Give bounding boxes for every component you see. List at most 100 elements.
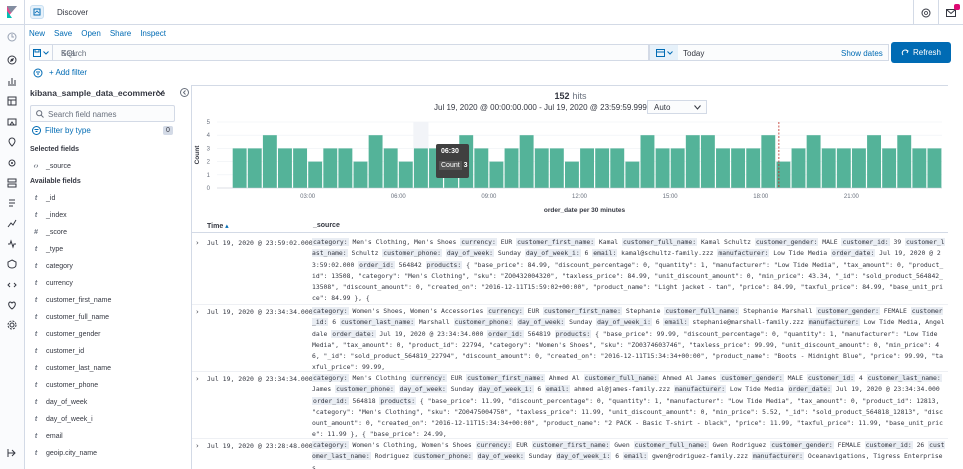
logs-nav-icon[interactable] [6, 197, 18, 209]
sort-icon[interactable]: ▴ [225, 223, 229, 230]
infrastructure-nav-icon[interactable] [6, 177, 18, 189]
field-item-day-of-week-i[interactable]: t day_of_week_i [30, 413, 175, 427]
field-item-id[interactable]: t _id [30, 191, 175, 205]
field-item-customer-full-name[interactable]: t customer_full_name [30, 310, 175, 324]
histogram-bar[interactable] [867, 135, 881, 188]
add-filter-link[interactable]: + Add filter [49, 68, 88, 77]
histogram-bar[interactable] [851, 148, 866, 188]
ml-nav-icon[interactable] [6, 157, 18, 169]
menu-save[interactable]: Save [54, 29, 73, 38]
table-row[interactable]: › Jul 19, 2020 @ 23:34:34.000 category: Wo… [192, 305, 948, 372]
maps-nav-icon[interactable] [6, 136, 18, 148]
filter-options-icon[interactable] [33, 68, 43, 78]
kibana-logo[interactable] [0, 0, 25, 25]
newsfeed-button[interactable] [938, 0, 963, 25]
time-column-header[interactable]: Time ▴ [207, 223, 229, 230]
field-item-type[interactable]: t _type [30, 242, 175, 256]
histogram-bar[interactable] [413, 148, 428, 188]
menu-open[interactable]: Open [81, 29, 101, 38]
uptime-nav-icon[interactable] [6, 238, 18, 250]
histogram-bar[interactable] [308, 161, 323, 188]
field-item-customer-id[interactable]: t customer_id [30, 344, 175, 358]
table-row[interactable]: › Jul 19, 2020 @ 23:34:34.000 category: Me… [192, 372, 948, 439]
histogram-bar[interactable] [625, 161, 640, 188]
field-search-input[interactable]: Search field names [30, 105, 175, 122]
histogram-bar[interactable] [580, 148, 595, 188]
histogram-bar[interactable] [534, 148, 549, 188]
histogram-bar[interactable] [700, 135, 715, 188]
histogram-bar[interactable] [504, 148, 519, 188]
show-dates-link[interactable]: Show dates [841, 49, 883, 58]
discover-nav-icon[interactable] [6, 54, 18, 66]
histogram-bar[interactable] [383, 148, 398, 188]
devtools-nav-icon[interactable] [6, 279, 18, 291]
canvas-nav-icon[interactable] [6, 116, 18, 128]
field-item-currency[interactable]: t currency [30, 276, 175, 290]
histogram-bar[interactable] [353, 161, 368, 188]
table-row[interactable]: › Jul 19, 2020 @ 23:28:48.000 category: Wo… [192, 439, 948, 469]
refresh-button[interactable]: Refresh [891, 42, 951, 63]
histogram-bar[interactable] [519, 135, 534, 188]
histogram-bar[interactable] [731, 148, 746, 188]
histogram-bar[interactable] [549, 148, 564, 188]
date-picker[interactable]: Today Show dates [649, 44, 889, 61]
histogram-bar[interactable] [761, 135, 776, 188]
histogram-bar[interactable] [791, 148, 806, 188]
histogram-bar[interactable] [912, 148, 927, 188]
index-pattern-name[interactable]: kibana_sample_data_ecommerce [30, 88, 166, 98]
dashboard-nav-icon[interactable] [6, 95, 18, 107]
saved-query-button[interactable] [29, 44, 53, 61]
histogram-bar[interactable] [806, 135, 821, 188]
management-nav-icon[interactable] [6, 319, 18, 331]
siem-nav-icon[interactable] [6, 258, 18, 270]
field-item-index[interactable]: t _index [30, 208, 175, 222]
histogram-bar[interactable] [398, 161, 413, 188]
histogram-bar[interactable] [278, 148, 292, 188]
histogram-bar[interactable] [716, 148, 730, 188]
menu-new[interactable]: New [29, 29, 46, 38]
expand-row-icon[interactable]: › [196, 308, 199, 316]
field-item-source[interactable]: ‹› _source [30, 159, 175, 173]
histogram-bar[interactable] [564, 161, 579, 188]
menu-share[interactable]: Share [109, 29, 132, 38]
table-row[interactable]: › Jul 19, 2020 @ 23:59:02.000 category: Me… [192, 236, 948, 305]
menu-inspect[interactable]: Inspect [140, 29, 166, 38]
collapse-nav-icon[interactable] [6, 447, 18, 459]
histogram-bar[interactable] [776, 161, 791, 188]
histogram-bar[interactable] [489, 161, 504, 188]
recently-viewed-icon[interactable] [6, 31, 18, 43]
histogram-bar[interactable] [474, 148, 489, 188]
expand-row-icon[interactable]: › [196, 375, 199, 383]
chevron-down-icon[interactable] [157, 90, 164, 95]
histogram-bar[interactable] [262, 135, 277, 188]
histogram-bar[interactable] [655, 148, 670, 188]
kql-toggle[interactable]: KQL [61, 49, 78, 58]
monitoring-nav-icon[interactable] [6, 299, 18, 311]
search-input[interactable]: Search KQL [53, 44, 649, 61]
histogram-bar[interactable] [247, 148, 262, 188]
histogram-bar[interactable] [821, 148, 836, 188]
histogram-bar[interactable] [927, 148, 942, 188]
histogram-bar[interactable] [746, 148, 761, 188]
histogram-bar[interactable] [836, 148, 851, 188]
histogram-bar[interactable] [595, 148, 610, 188]
help-button[interactable] [913, 0, 938, 25]
expand-row-icon[interactable]: › [196, 442, 199, 450]
filter-by-type-button[interactable]: Filter by type 0 [30, 124, 175, 138]
field-item-email[interactable]: t email [30, 430, 175, 444]
interval-select[interactable]: Auto [647, 100, 707, 114]
histogram-chart[interactable]: 0 1 2 3 4 5 03:00 06:00 09:00 12:00 15:00 18:00 21:0… [192, 116, 948, 219]
expand-row-icon[interactable]: › [196, 239, 199, 247]
histogram-bar[interactable] [293, 148, 308, 188]
field-item-customer-phone[interactable]: t customer_phone [30, 379, 175, 393]
histogram-bar[interactable] [897, 135, 912, 188]
field-item-customer-last-name[interactable]: t customer_last_name [30, 362, 175, 376]
field-item-category[interactable]: t category [30, 259, 175, 273]
histogram-bar[interactable] [640, 135, 655, 188]
histogram-bar[interactable] [610, 148, 625, 188]
apm-nav-icon[interactable] [6, 218, 18, 230]
histogram-bar[interactable] [232, 148, 247, 188]
histogram-bar[interactable] [882, 148, 897, 188]
histogram-bar[interactable] [685, 135, 700, 188]
histogram-bar[interactable] [323, 148, 338, 188]
